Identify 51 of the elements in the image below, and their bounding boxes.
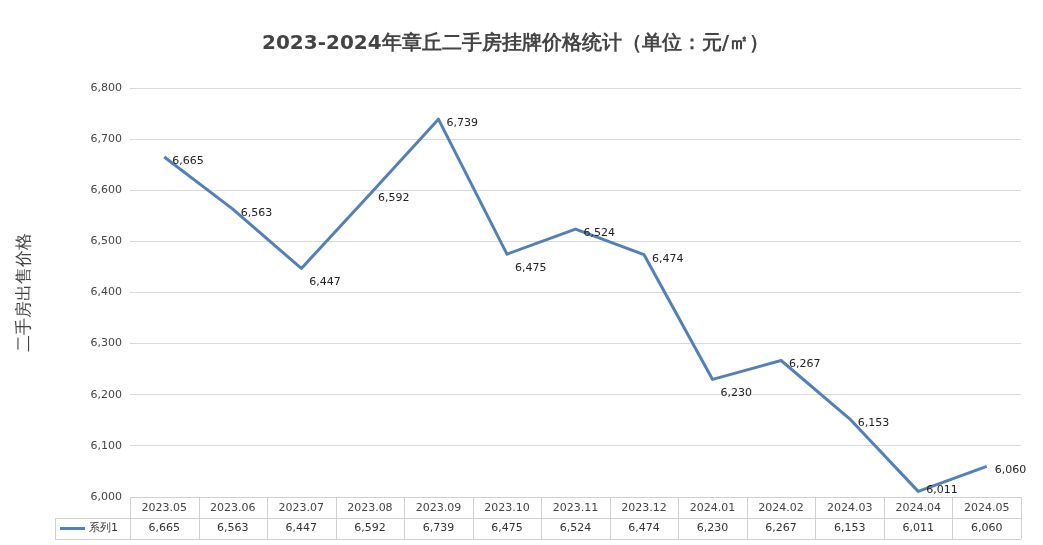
x-tick-label: 2024.03 [826,501,873,515]
y-axis-title: 二手房出售价格 [12,233,33,352]
data-label: 6,474 [628,521,660,535]
x-tick-label: 2023.12 [621,501,667,515]
x-tick-label: 2023.10 [484,501,530,515]
data-label: 6,060 [970,521,1003,535]
data-label: 6,153 [833,521,866,535]
y-tick-label: 6,800 [90,80,122,94]
chart-title: 2023-2024年章丘二手房挂牌价格统计（单位：元/㎡） [262,30,769,55]
text: 6,153 [857,415,890,429]
data-label: 6,563 [217,521,249,535]
data-label: 6,524 [559,521,592,535]
legend-label: 系列1 [89,521,118,535]
x-tick-label: 2023.08 [347,501,393,515]
text: 6,060 [994,463,1027,477]
y-tick-label: 6,100 [90,438,122,452]
data-label: 6,447 [285,521,318,535]
data-label: 6,739 [422,521,455,535]
text: 6,524 [583,225,615,239]
data-label: 6,592 [354,521,386,535]
x-tick-label: 2024.05 [963,501,1010,515]
y-tick-label: 6,400 [90,285,122,299]
data-label: 6,475 [491,521,523,535]
data-label: 6,267 [765,521,797,535]
text: 6,475 [514,261,547,275]
x-tick-label: 2024.02 [758,501,804,515]
text: 6,230 [720,386,753,400]
text: 6,011 [926,482,958,496]
x-tick-label: 2023.07 [278,501,325,515]
y-tick-label: 6,300 [90,336,122,350]
x-tick-label: 2023.11 [552,501,599,515]
x-tick-label: 2023.06 [210,501,256,515]
data-label: 6,230 [696,521,729,535]
y-tick-label: 6,600 [90,183,122,197]
y-tick-label: 6,700 [90,131,122,145]
y-tick-label: 6,200 [90,387,122,401]
text: 6,474 [652,251,684,265]
x-tick-label: 2023.09 [415,501,462,515]
x-tick-label: 2024.04 [895,501,941,515]
text: 6,267 [789,357,821,371]
text: 6,447 [309,275,341,289]
text: 6,592 [377,191,410,205]
y-tick-label: 6,500 [90,234,122,248]
text: 6,739 [446,116,478,130]
data-label: 6,665 [148,521,181,535]
x-tick-label: 2024.01 [689,501,736,515]
text: 6,665 [172,153,204,167]
data-label: 6,011 [902,521,934,535]
x-tick-label: 2023.05 [141,501,188,515]
text: 6,563 [240,206,273,220]
y-tick-label: 6,000 [90,489,122,503]
